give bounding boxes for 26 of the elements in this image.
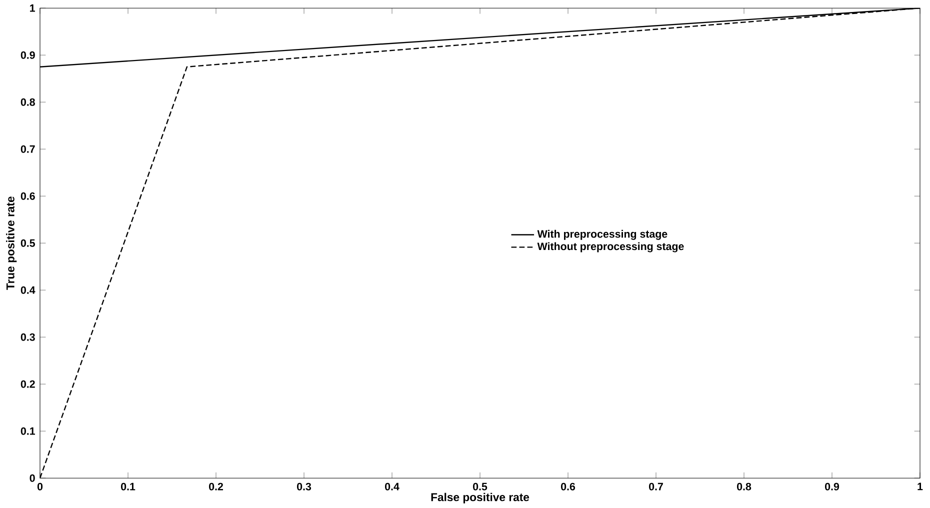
y-tick-label: 0 bbox=[30, 474, 35, 482]
x-tick-label: 1 bbox=[918, 482, 923, 490]
y-tick-label: 0.3 bbox=[20, 333, 35, 341]
y-tick-label: 0.4 bbox=[20, 286, 36, 294]
x-tick-label: 0.7 bbox=[649, 482, 663, 490]
x-tick-label: 0.8 bbox=[737, 482, 752, 490]
y-tick-label: 0.2 bbox=[20, 380, 35, 388]
x-tick-label: 0 bbox=[37, 482, 43, 490]
y-axis-title: True positive rate bbox=[6, 196, 17, 290]
x-tick-label: 0.4 bbox=[385, 482, 400, 490]
x-tick-label: 0.1 bbox=[121, 482, 136, 490]
x-axis-title: False positive rate bbox=[431, 492, 530, 504]
y-tick-label: 0.9 bbox=[20, 51, 35, 59]
legend-label: Without preprocessing stage bbox=[537, 242, 684, 252]
x-tick-label: 0.6 bbox=[561, 482, 576, 490]
y-tick-label: 0.6 bbox=[20, 192, 35, 200]
y-tick-label: 0.7 bbox=[20, 145, 35, 153]
y-tick-label: 1 bbox=[30, 4, 35, 12]
x-tick-label: 0.9 bbox=[825, 482, 840, 490]
x-tick-label: 0.5 bbox=[473, 482, 488, 490]
legend-label: With preprocessing stage bbox=[537, 230, 668, 240]
y-tick-label: 0.1 bbox=[20, 427, 35, 435]
x-tick-label: 0.2 bbox=[209, 482, 223, 490]
y-tick-label: 0.5 bbox=[20, 239, 35, 247]
y-tick-label: 0.8 bbox=[20, 98, 35, 106]
x-tick-label: 0.3 bbox=[297, 482, 312, 490]
